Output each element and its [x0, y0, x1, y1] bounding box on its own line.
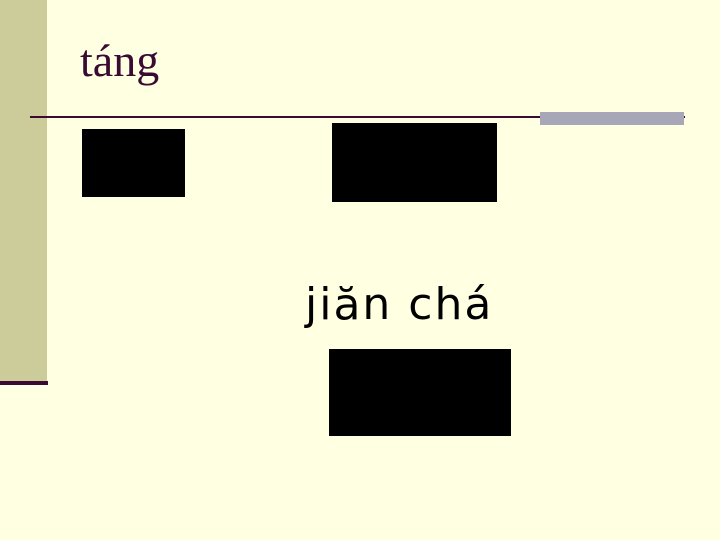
left-bar-accent-line — [0, 381, 48, 385]
pinyin-text: jiăn chá — [305, 279, 494, 330]
image-placeholder-1 — [82, 129, 185, 197]
title-divider-line — [30, 116, 685, 118]
left-decorative-bar — [0, 0, 47, 382]
slide-title: táng — [80, 35, 160, 86]
image-placeholder-3 — [329, 349, 511, 436]
image-placeholder-2 — [332, 123, 497, 202]
title-divider-accent — [540, 112, 684, 125]
